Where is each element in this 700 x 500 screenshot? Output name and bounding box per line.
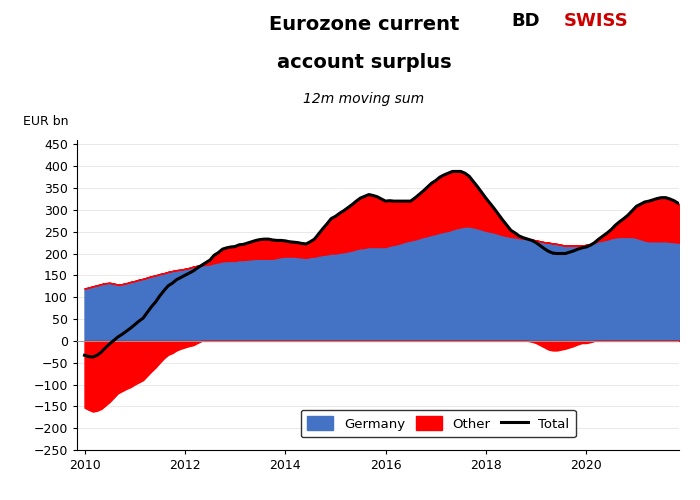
Text: 12m moving sum: 12m moving sum [303, 92, 425, 106]
Text: EUR bn: EUR bn [23, 114, 69, 128]
Text: account surplus: account surplus [276, 52, 452, 72]
Legend: Germany, Other, Total: Germany, Other, Total [300, 410, 576, 437]
Text: SWISS: SWISS [564, 12, 629, 30]
Text: Eurozone current: Eurozone current [269, 15, 459, 34]
Text: BD: BD [511, 12, 540, 30]
